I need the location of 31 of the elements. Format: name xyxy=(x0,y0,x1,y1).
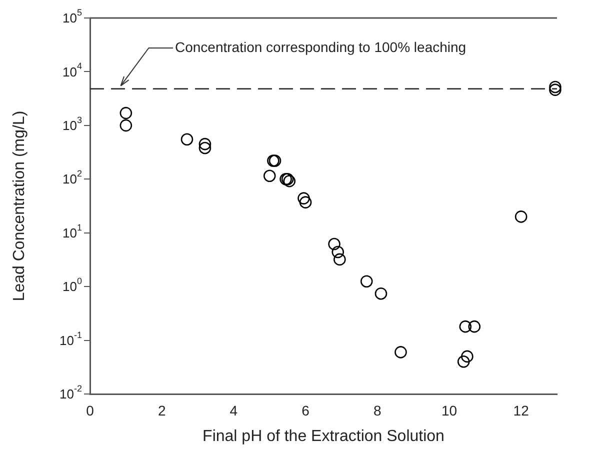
point xyxy=(514,210,528,223)
x-tick-label: 6 xyxy=(302,402,310,418)
x-tick-label: 0 xyxy=(86,402,94,418)
y-axis-title: Lead Concentration (mg/L) xyxy=(11,110,28,302)
x-tick-label: 4 xyxy=(230,402,238,418)
point xyxy=(468,320,481,333)
point xyxy=(120,106,132,120)
point xyxy=(328,238,340,250)
point xyxy=(198,142,212,154)
point xyxy=(263,170,276,182)
annotation: Concentration corresponding to 100% leaching xyxy=(175,38,466,55)
x-tick-label: 2 xyxy=(158,402,166,418)
point xyxy=(360,275,373,288)
point xyxy=(549,84,562,96)
point xyxy=(299,196,312,208)
point xyxy=(198,138,212,150)
x-tick-label: 12 xyxy=(513,402,530,418)
point xyxy=(180,133,194,146)
point xyxy=(298,192,310,204)
point xyxy=(549,80,562,94)
point xyxy=(334,253,346,266)
x-axis-title: Final pH of the Extraction Solution xyxy=(202,428,444,445)
point xyxy=(459,320,472,333)
point xyxy=(461,350,474,363)
x-tick-label: 10 xyxy=(441,402,458,418)
point xyxy=(332,246,344,258)
point xyxy=(120,119,132,132)
point xyxy=(374,287,388,300)
point xyxy=(457,356,470,368)
point xyxy=(394,346,407,358)
x-tick-label: 8 xyxy=(373,402,382,418)
